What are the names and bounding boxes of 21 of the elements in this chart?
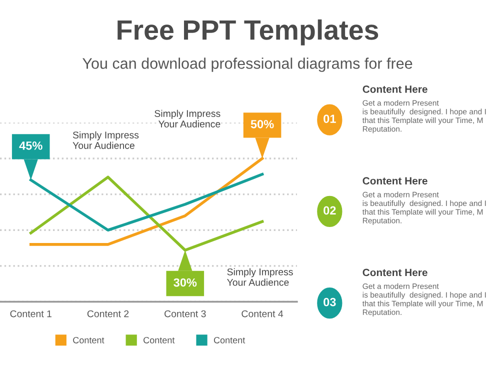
annotation: 50% (250, 120, 274, 128)
category-label: 01 (324, 114, 336, 123)
text: Content Here (362, 177, 428, 185)
legend-label: Content (144, 336, 175, 344)
x-tick-label: Content 4 (242, 310, 284, 318)
text: Simply Impress Your Audience (154, 110, 220, 128)
chart-subtitle: You can download professional diagrams for free (82, 58, 412, 72)
legend-label: Content (214, 336, 246, 344)
x-tick-label: Content 1 (10, 310, 52, 318)
text: Content Here (362, 86, 428, 93)
x-tick-label: Content 3 (164, 310, 206, 318)
legend-label: Content (73, 336, 104, 344)
text: Simply Impress Your Audience (72, 131, 139, 149)
chart-title: Free PPT Templates (118, 19, 378, 46)
annotation: 45% (19, 141, 42, 150)
category-label: 03 (324, 298, 336, 306)
annotation: Simply Impress Your Audience (227, 268, 293, 286)
category-label: 02 (324, 206, 336, 215)
x-tick-label: Content 2 (87, 310, 129, 318)
text: Content Here (362, 268, 428, 276)
annotation: 30% (174, 278, 197, 287)
